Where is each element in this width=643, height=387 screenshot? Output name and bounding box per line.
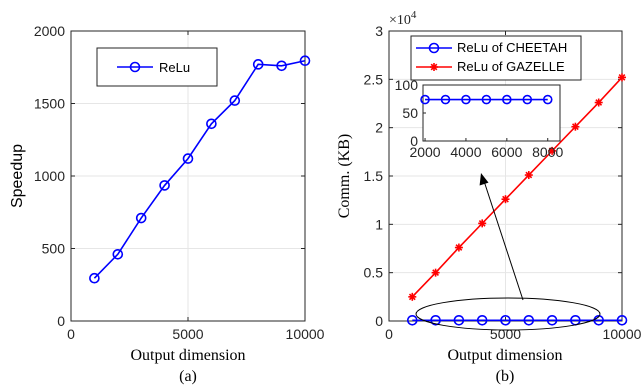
a-series-point	[229, 95, 241, 106]
a-series-point	[182, 153, 194, 164]
a-series-point	[299, 55, 311, 67]
a-series-line	[93, 59, 306, 279]
b-series-1-point	[523, 314, 535, 326]
a-legend-box	[96, 47, 218, 87]
b-series-1-point	[500, 314, 511, 326]
b-inset-y-tick-label: 0	[410, 133, 418, 149]
a-series-point	[135, 212, 147, 224]
b-series-2-point	[501, 195, 510, 204]
a-legend-marker	[129, 61, 141, 73]
b-y-tick-label: 1.5	[364, 168, 384, 184]
a-x-tick-label: 5000	[172, 326, 203, 342]
a-x-tick-label: 0	[67, 326, 75, 342]
b-y-tick-label: 0	[375, 313, 383, 329]
a-x-axis-label: Output dimension	[130, 347, 245, 364]
b-series-1-point	[546, 314, 558, 326]
b-inset-frame	[422, 84, 561, 142]
a-y-tick-label: 1000	[34, 168, 65, 184]
b-series-2-point	[548, 146, 557, 155]
a-panel-caption: (a)	[179, 368, 197, 385]
b-inset-point	[420, 94, 430, 105]
b-series-2-line	[411, 76, 623, 298]
b-y-tick-label: 2	[375, 120, 383, 136]
b-series-1-point	[593, 314, 605, 326]
b-panel-caption: (b)	[496, 368, 515, 385]
b-legend-box	[410, 35, 582, 81]
b-series-2-point	[571, 122, 580, 131]
b-series-1-point	[616, 314, 628, 326]
a-y-tick-label: 1500	[34, 96, 65, 112]
b-inset-point	[481, 94, 492, 105]
b-legend-label-2: ReLu of GAZELLE	[457, 59, 565, 74]
a-legend: ReLu	[96, 47, 218, 87]
b-inset: 2000 4000 6000 8000 0 50 100	[395, 77, 564, 160]
b-inset-x-tick-label: 8000	[532, 144, 563, 160]
b-inset-point	[502, 94, 512, 105]
a-series-point	[206, 118, 217, 130]
b-1-legend-marker	[428, 42, 440, 54]
b-inset-x-tick-label: 4000	[450, 144, 481, 160]
panel-a-speedup-chart: 0 5000 10000 0 500 1000 1500 2000 ReLu Output dim…	[9, 23, 325, 385]
b-2-legend-marker	[430, 63, 438, 71]
b-series-2-point	[454, 243, 463, 252]
b-inset-y-tick-label: 100	[395, 77, 419, 93]
b-series-2-point	[618, 73, 626, 82]
panel-b-communication-chart: 0 5000 10000 0 0.5 1 1.5 2 2.5 3 ×104 ReLu of CHEET…	[336, 9, 642, 385]
b-y-tick-label: 0.5	[364, 265, 384, 281]
b-series-2-point	[431, 268, 440, 277]
a-y-tick-label: 2000	[34, 23, 65, 39]
b-highlight-ellipse	[415, 297, 601, 331]
b-series-1-point	[453, 314, 465, 326]
b-inset-y-tick-label: 50	[402, 105, 418, 121]
a-x-tick-label: 10000	[286, 326, 325, 342]
b-x-tick-label: 5000	[490, 326, 521, 342]
a-series-point	[112, 249, 124, 260]
b-series-1-point	[430, 314, 441, 326]
b-series-2-point	[408, 292, 417, 301]
a-y-tick-label: 500	[42, 241, 66, 257]
a-series-point	[252, 59, 264, 70]
b-inset-point	[542, 94, 553, 105]
a-y-axis-label: Speedup	[9, 144, 26, 208]
b-legend-label-1: ReLu of CHEETAH	[457, 40, 567, 55]
b-inset-x-tick-label: 6000	[491, 144, 522, 160]
b-series-2-point	[524, 171, 533, 180]
a-y-tick-label: 0	[57, 313, 65, 329]
a-series-point	[89, 272, 100, 284]
b-series-2-point	[478, 219, 487, 228]
b-inset-point	[440, 94, 451, 105]
b-series-1-point	[406, 314, 418, 326]
b-x-tick-label: 10000	[603, 326, 642, 342]
a-series-point	[159, 180, 170, 191]
b-series-2-point	[594, 98, 603, 107]
b-inset-point	[461, 94, 471, 105]
b-annotation-arrow-head	[479, 173, 489, 186]
b-x-tick-label: 0	[385, 326, 393, 342]
b-y-multiplier: ×104	[389, 9, 417, 28]
b-y-axis-label: Comm. (KB)	[336, 134, 353, 218]
b-inset-x-tick-label: 2000	[409, 144, 440, 160]
b-inset-point	[522, 94, 533, 105]
b-series-1-point	[476, 314, 488, 326]
b-legend: ReLu of CHEETAH ReLu of GAZELLE	[410, 35, 582, 81]
b-y-tick-label: 2.5	[364, 71, 384, 87]
a-legend-label: ReLu	[159, 60, 190, 75]
b-annotation-arrow-line	[483, 180, 524, 301]
a-series-point	[276, 60, 287, 72]
b-y-tick-label: 1	[375, 216, 383, 232]
b-x-axis-label: Output dimension	[447, 347, 562, 364]
b-y-tick-label: 3	[375, 23, 383, 39]
